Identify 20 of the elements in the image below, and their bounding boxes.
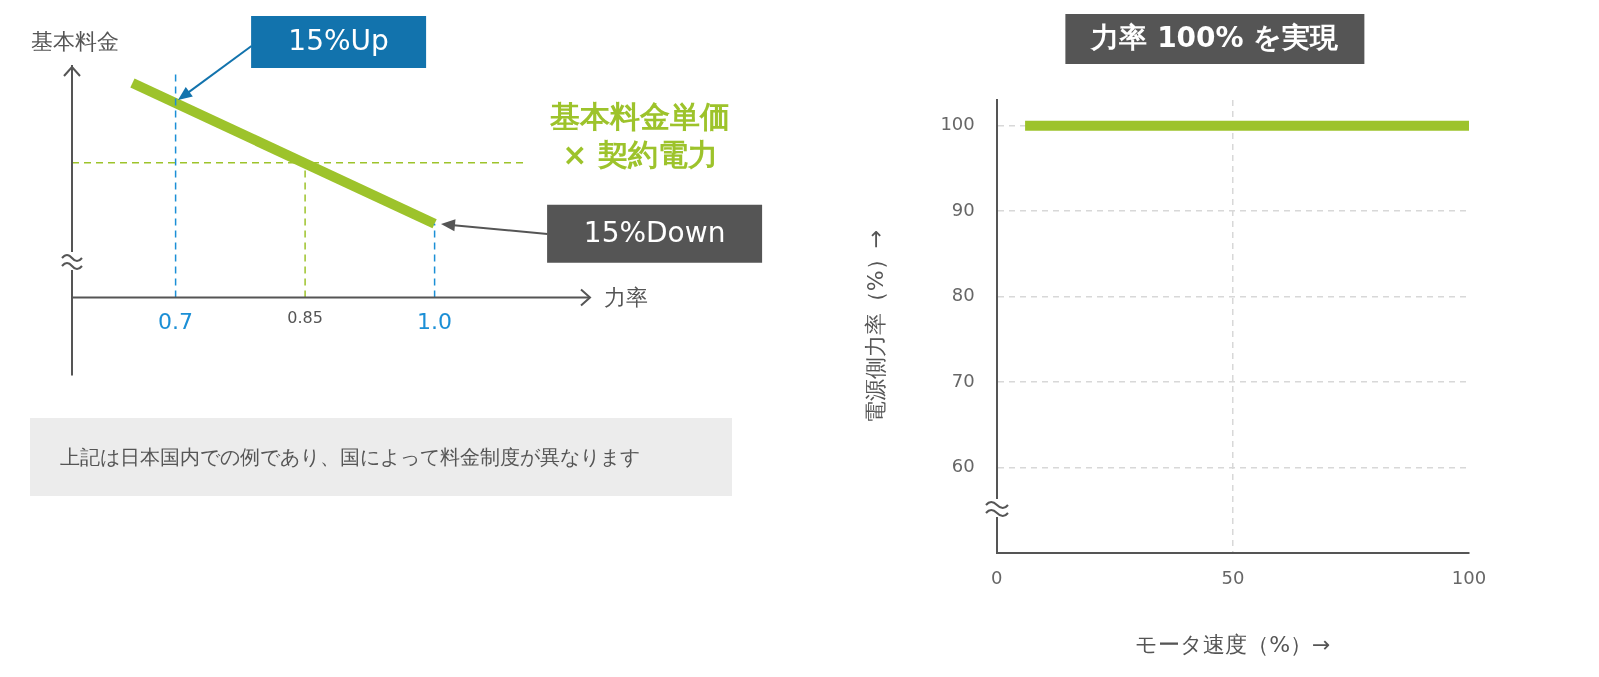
y-tick-label: 100	[940, 113, 975, 135]
x-tick-label: 0.85	[287, 308, 323, 328]
y-axis-title: 基本料金	[31, 28, 119, 54]
y-tick-label: 60	[951, 455, 975, 477]
chart-title: 力率 100% を実現	[1090, 21, 1340, 55]
y-tick-label: 80	[951, 284, 975, 306]
x-axis-title: 力率	[604, 285, 648, 311]
text: 15%Up	[288, 24, 389, 58]
y-tick-label: 70	[951, 369, 975, 391]
ref-line-label: 基本料金単価 × 契約電力	[549, 98, 730, 172]
annotation: 15%Down	[583, 216, 726, 250]
text: 上記は日本国内での例であり、国によって料金制度が異なります	[30, 418, 732, 496]
y-tick-label: 90	[951, 198, 975, 220]
x-tick-label: 100	[1451, 567, 1487, 589]
x-tick-label: 50	[1221, 567, 1245, 589]
x-tick-label: 1.0	[417, 308, 453, 334]
y-axis-title: 電源側力率（%）→	[862, 229, 888, 424]
x-tick-label: 0.7	[158, 308, 194, 334]
x-tick-label: 0	[991, 567, 1003, 589]
x-axis-title: モータ速度（%）→	[1135, 631, 1331, 657]
